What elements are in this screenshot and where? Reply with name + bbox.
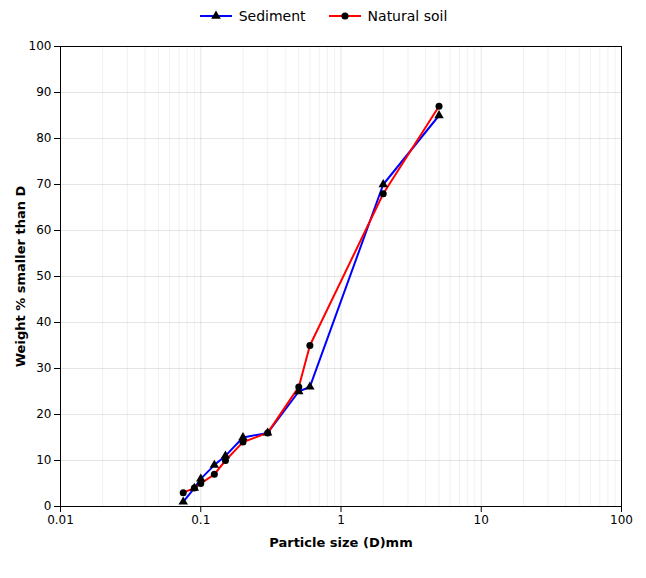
svg-text:30: 30 <box>36 361 51 375</box>
svg-text:100: 100 <box>610 513 633 527</box>
svg-text:70: 70 <box>36 177 51 191</box>
svg-text:80: 80 <box>36 131 51 145</box>
svg-text:50: 50 <box>36 269 51 283</box>
svg-text:1: 1 <box>337 513 345 527</box>
svg-text:0.1: 0.1 <box>191 513 210 527</box>
svg-text:0: 0 <box>44 499 52 513</box>
svg-text:10: 10 <box>474 513 489 527</box>
svg-text:100: 100 <box>29 39 52 53</box>
svg-text:Weight % smaller than D: Weight % smaller than D <box>13 186 28 368</box>
svg-text:0.01: 0.01 <box>47 513 74 527</box>
svg-text:60: 60 <box>36 223 51 237</box>
svg-text:Particle size (D)mm: Particle size (D)mm <box>269 535 412 550</box>
html-text:Natural soil: Natural soil <box>367 8 448 24</box>
html-text:Sediment: Sediment <box>238 8 306 24</box>
svg-text:20: 20 <box>36 407 51 421</box>
svg-text:10: 10 <box>36 453 51 467</box>
svg-text:90: 90 <box>36 85 51 99</box>
svg-text:40: 40 <box>36 315 51 329</box>
